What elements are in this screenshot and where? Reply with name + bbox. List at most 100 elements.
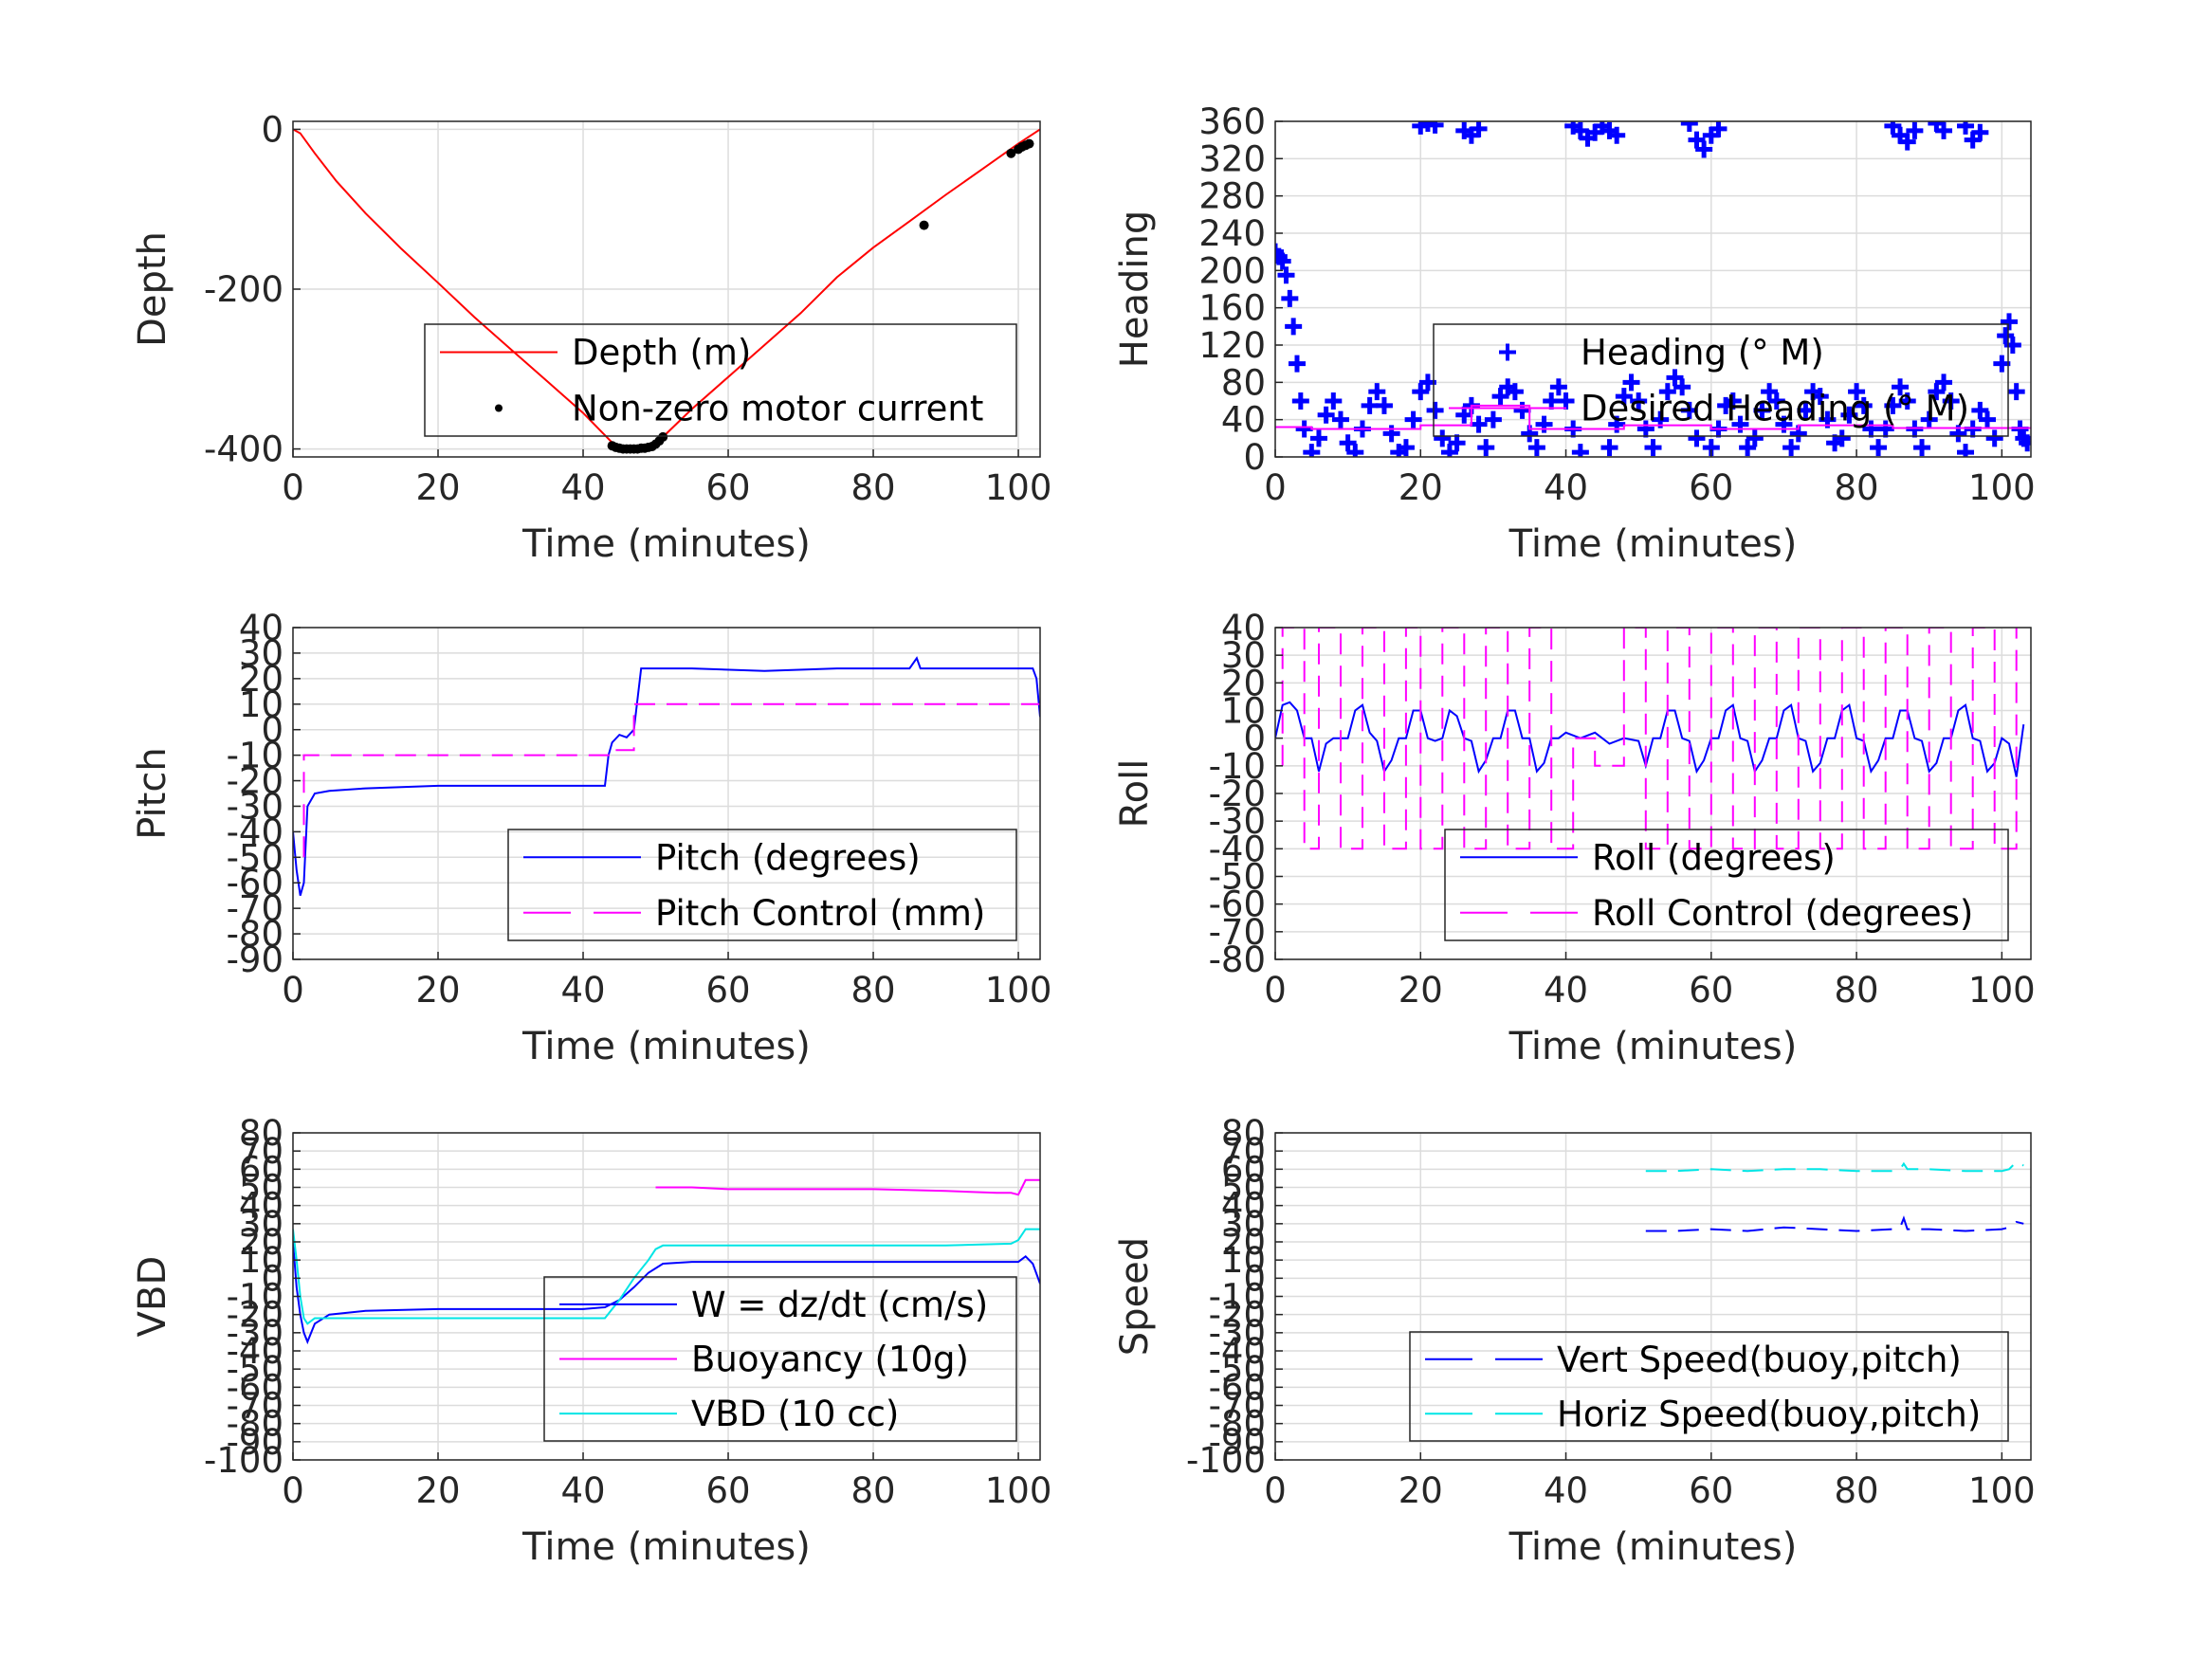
data-point: [1288, 355, 1306, 373]
x-axis-label: Time (minutes): [1508, 522, 1798, 566]
x-tick-label: 60: [1689, 1470, 1733, 1511]
data-point: [1006, 148, 1016, 158]
chart-panel-6: 0 20 40 60 80 10080706050403020100-10-20-30-4…: [1113, 1113, 2036, 1569]
data-point: [1920, 410, 1938, 428]
data-point: [1440, 444, 1458, 457]
x-tick-label: 20: [415, 1470, 460, 1511]
y-axis-label: Heading: [1113, 210, 1157, 368]
data-point: [1997, 327, 2015, 345]
y-tick-label: -70: [1209, 912, 1266, 953]
x-tick-label: 40: [1544, 467, 1588, 508]
y-tick-label: 20: [1221, 663, 1266, 703]
y-tick-label: -40: [227, 1331, 283, 1372]
y-tick-label: 0: [1243, 437, 1266, 478]
data-point: [1644, 439, 1662, 457]
y-tick-label: -20: [1209, 1295, 1266, 1336]
x-tick-label: 0: [282, 1470, 304, 1511]
y-tick-label: 280: [1198, 176, 1266, 217]
chart-panel-2: 0 20 40 60 80 10004080120160200240280320360Ti…: [1113, 101, 2036, 566]
y-tick-label: 40: [239, 1186, 283, 1227]
plot-area: [1645, 1160, 2024, 1232]
data-point: [1331, 410, 1349, 428]
legend-box: [1444, 829, 2009, 941]
data-point: [1303, 444, 1321, 457]
axes-frame: [1274, 120, 2032, 458]
data-point: [1382, 425, 1400, 443]
y-tick-label: 50: [239, 1168, 283, 1209]
y-tick-label: 30: [239, 633, 283, 674]
x-tick-label: 60: [705, 970, 750, 1011]
data-point: [1317, 406, 1335, 424]
y-tick-label: -60: [227, 1367, 283, 1408]
y-tick-label: 40: [1221, 608, 1266, 648]
data-point: [1277, 266, 1295, 284]
data-point: [1291, 392, 1309, 410]
data-point: [1906, 121, 1924, 139]
data-point: [1361, 396, 1379, 414]
data-point: [1325, 392, 1343, 410]
y-tick-label: 10: [1221, 691, 1266, 732]
x-tick-label: 20: [415, 467, 460, 508]
chart-panel-5: 0 20 40 60 80 10080706050403020100-10-20-30-4…: [131, 1113, 1051, 1569]
data-point: [1957, 444, 1975, 457]
data-point: [1608, 415, 1626, 433]
data-point: [1024, 138, 1034, 149]
data-point: [1630, 392, 1648, 410]
y-tick-label: 30: [239, 1204, 283, 1245]
y-tick-label: -60: [227, 863, 283, 903]
chart-panel-1: 0 20 40 60 80 100 0 -200 -400 Time (minutes) Depth…: [131, 109, 1051, 566]
data-point: [1608, 126, 1626, 144]
y-axis-label: Depth: [131, 231, 174, 347]
x-tick-label: 80: [1835, 970, 1879, 1011]
y-tick-label: 80: [1221, 362, 1266, 403]
data-point: [658, 431, 668, 442]
data-point: [1622, 374, 1640, 392]
x-tick-label: 0: [282, 970, 304, 1011]
legend-label: VBD (10 cc): [691, 1394, 899, 1434]
data-point: [2003, 337, 2021, 354]
y-tick-label: -50: [227, 837, 283, 878]
data-point: [1892, 378, 1910, 396]
y-tick-label: 30: [1221, 1204, 1266, 1245]
y-axis-label: Speed: [1113, 1237, 1157, 1356]
data-point: [1295, 420, 1313, 438]
data-point: [1688, 429, 1706, 447]
data-point: [1979, 410, 1997, 428]
y-axis-label: Pitch: [131, 747, 174, 839]
y-tick-label: -60: [1209, 884, 1266, 925]
series-2-line: [1281, 628, 2018, 850]
x-axis-label: Time (minutes): [521, 1025, 811, 1068]
y-tick-label: 20: [239, 1222, 283, 1263]
chart-panel-3: 0 20 40 60 80 100403020100-10-20-30-40-50-60-…: [131, 608, 1051, 1068]
plot-area: [1275, 121, 2031, 457]
data-point: [1767, 392, 1785, 410]
legend-label: Heading (° M): [1581, 333, 1824, 374]
series-2-line: [1645, 1160, 2024, 1173]
data-point: [1739, 439, 1757, 457]
series-1-line: [1645, 1215, 2024, 1232]
y-axis-label: Roll: [1113, 759, 1157, 829]
y-tick-label: -400: [204, 429, 283, 470]
legend-label: Vert Speed(buoy,pitch): [1557, 1340, 1962, 1380]
data-point: [2001, 313, 2019, 331]
data-point: [1935, 374, 1953, 392]
y-tick-label: -90: [227, 1422, 283, 1463]
y-tick-label: -20: [227, 1295, 283, 1336]
data-point: [1448, 434, 1466, 452]
legend: Roll (degrees) Roll Control (degrees): [1444, 829, 2009, 941]
data-point: [1285, 318, 1303, 336]
x-tick-label: 80: [850, 467, 895, 508]
data-point: [1709, 121, 1728, 137]
data-point: [1404, 410, 1422, 428]
legend-label: Depth (m): [572, 333, 751, 374]
data-point: [1426, 121, 1444, 134]
data-point: [1680, 121, 1698, 132]
data-point: [1275, 252, 1291, 270]
data-point: [1884, 121, 1902, 135]
legend-box: [424, 323, 1017, 437]
axes-frame: [292, 627, 1041, 960]
y-tick-label: -40: [1209, 1331, 1266, 1372]
y-tick-label: 360: [1198, 101, 1266, 142]
chart-panel-4: 0 20 40 60 80 100403020100-10-20-30-40-50-60-…: [1113, 608, 2036, 1068]
legend: Heading (° M) Desired Heading (° M): [1433, 323, 2009, 437]
